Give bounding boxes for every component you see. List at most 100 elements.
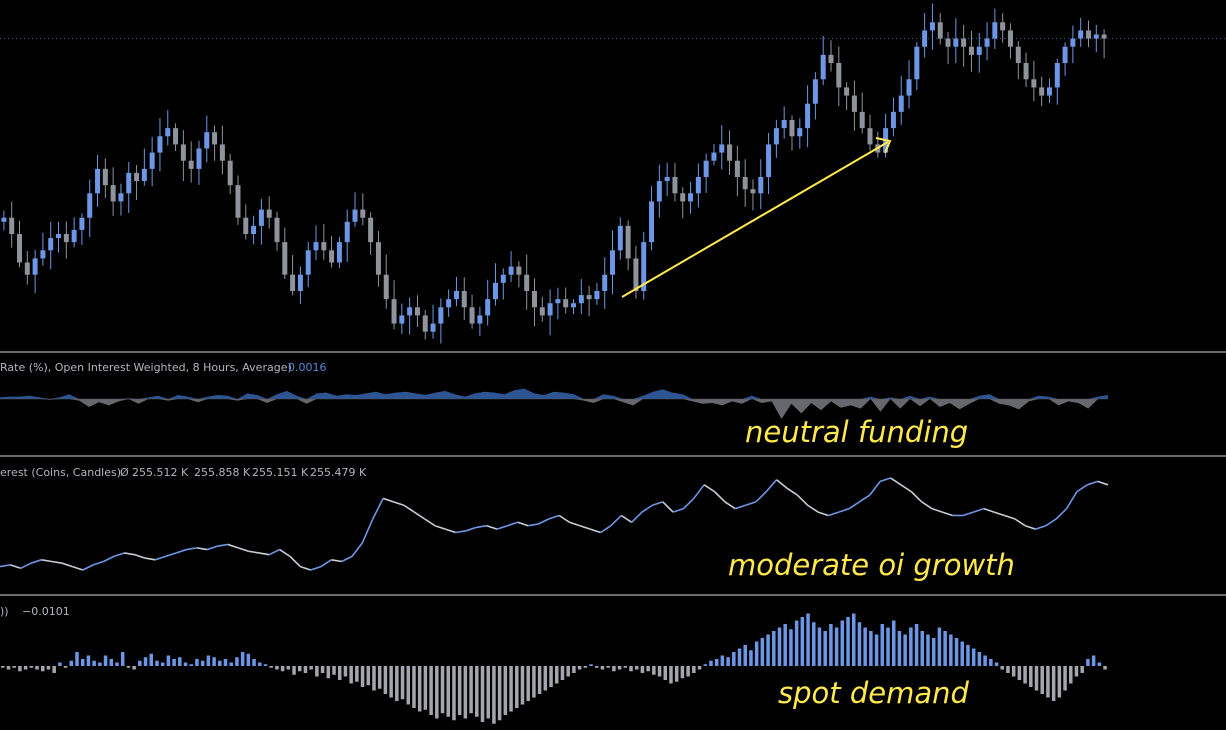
candle-body — [95, 168, 101, 194]
candle-body — [586, 295, 592, 300]
spot-bar — [115, 662, 119, 666]
spot-bar — [920, 631, 925, 666]
candle-body — [859, 111, 865, 129]
spot-bar — [897, 631, 902, 666]
spot-bar — [572, 666, 576, 673]
candle-body — [173, 128, 179, 145]
funding-legend: Rate (%), Open Interest Weighted, 8 Hour… — [0, 361, 292, 374]
candle-body — [321, 242, 327, 251]
spot-bar — [823, 631, 827, 666]
candle-body — [539, 307, 545, 316]
oi-value-low: 255.151 K — [252, 466, 309, 479]
spot-bar — [1000, 666, 1004, 670]
candle-body — [235, 185, 241, 218]
candle-body — [1078, 30, 1084, 39]
spot-bar — [623, 666, 628, 668]
spot-bar — [577, 666, 582, 670]
oi-segment — [134, 553, 146, 559]
spot-bar — [486, 666, 490, 719]
candle-body — [407, 307, 413, 316]
candle-body — [578, 295, 584, 304]
spot-bar — [1063, 666, 1067, 691]
spot-bar — [612, 666, 616, 672]
oi-segment — [569, 521, 581, 527]
spot-bar — [720, 655, 725, 666]
oi-segment — [92, 560, 104, 566]
candle-body — [688, 193, 694, 202]
spot-bar — [789, 629, 793, 666]
oi-segment — [144, 557, 156, 561]
spot-bar — [103, 655, 108, 666]
oi-segment — [828, 511, 840, 517]
oi-segment — [434, 524, 446, 530]
candle-body — [24, 262, 30, 275]
spot-bar — [355, 666, 359, 682]
spot-bar — [926, 634, 930, 666]
candle-body — [968, 46, 974, 55]
spot-bar — [189, 664, 193, 666]
candle-body — [87, 193, 93, 218]
oi-segment — [1097, 480, 1109, 486]
spot-bar — [463, 666, 468, 719]
oi-segment — [113, 552, 125, 558]
spot-bar — [1046, 666, 1050, 698]
oi-segment — [579, 524, 591, 530]
candle-body — [649, 201, 655, 243]
oi-segment — [786, 487, 798, 496]
oi-segment — [248, 550, 260, 554]
candle-body — [149, 152, 155, 169]
spot-bar — [857, 622, 862, 666]
spot-bar — [714, 659, 719, 666]
spot-bar — [794, 620, 799, 666]
oi-segment — [983, 507, 995, 513]
spot-bar — [229, 662, 233, 666]
candle-body — [929, 22, 935, 31]
spot-bar — [1086, 659, 1090, 666]
spot-legend: )) — [0, 605, 9, 618]
spot-bar — [258, 662, 262, 666]
candle-body — [797, 128, 803, 137]
spot-bar — [1023, 666, 1027, 684]
oi-segment — [724, 501, 736, 510]
candle-body — [742, 177, 748, 190]
spot-bar — [480, 666, 485, 722]
oi-segment — [1087, 480, 1098, 486]
candle-body — [1085, 30, 1091, 39]
spot-bar — [903, 634, 907, 666]
spot-bar — [52, 666, 56, 673]
oi-value-high: 255.858 K — [194, 466, 251, 479]
spot-bar — [703, 664, 708, 666]
spot-bar — [806, 613, 810, 666]
candle-body — [290, 274, 296, 291]
candle-body — [219, 144, 225, 161]
candle-body — [430, 323, 436, 332]
spot-bar — [223, 659, 228, 666]
candle-body — [1007, 30, 1013, 47]
oi-segment — [424, 518, 436, 527]
candle-body — [500, 274, 506, 283]
spot-bar — [149, 653, 154, 666]
spot-bar — [109, 659, 114, 666]
spot-bar — [372, 666, 376, 691]
candle-body — [134, 172, 140, 182]
spot-bar — [851, 613, 856, 666]
spot-bar — [532, 666, 536, 698]
oi-segment — [1024, 524, 1036, 530]
spot-bar — [235, 657, 239, 666]
price-pane — [0, 3, 1226, 344]
funding-positive-area — [0, 388, 1108, 399]
funding-pane — [0, 388, 1108, 419]
oi-segment — [765, 479, 778, 493]
spot-bar — [657, 666, 662, 677]
spot-bar — [172, 659, 176, 666]
candle-body — [602, 274, 608, 291]
spot-bar — [332, 666, 336, 675]
spot-bar — [977, 652, 982, 666]
spot-bar — [589, 664, 593, 666]
spot-bar — [509, 666, 513, 712]
oi-segment — [890, 477, 902, 486]
oi-segment — [942, 511, 953, 517]
oi-segment — [41, 558, 52, 563]
oi-segment — [10, 564, 21, 570]
spot-bar — [754, 641, 759, 666]
